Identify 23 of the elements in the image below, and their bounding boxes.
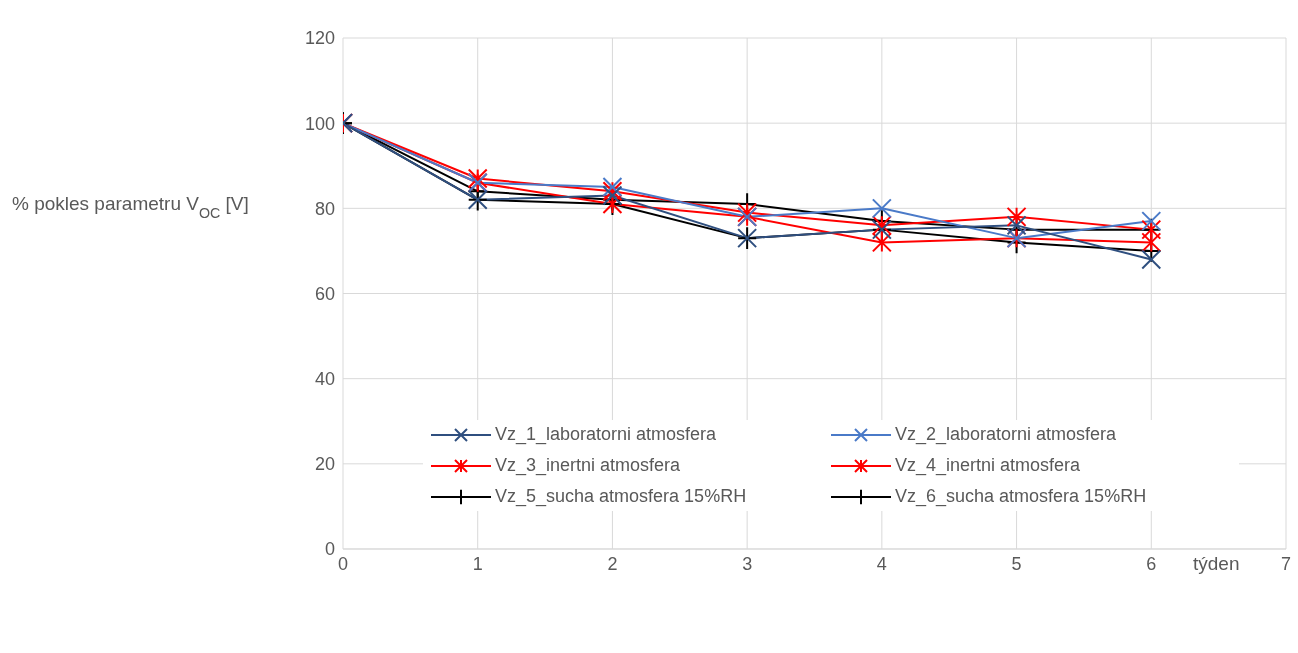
x-tick-label: 4 xyxy=(876,553,887,574)
y-tick-label: 80 xyxy=(314,198,335,219)
y-axis-title: % pokles parametru V$_{OC}$ [V] xyxy=(12,193,249,221)
legend-label: Vz_2_laboratorni atmosfera xyxy=(895,424,1117,445)
y-tick-label: 40 xyxy=(314,369,335,390)
x-tick-label: 6 xyxy=(1146,553,1157,574)
legend-label: Vz_6_sucha atmosfera 15%RH xyxy=(895,486,1147,507)
x-axis-title: týden xyxy=(1193,553,1240,574)
y-tick-label: 100 xyxy=(304,113,335,134)
legend-label: Vz_5_sucha atmosfera 15%RH xyxy=(495,486,747,507)
x-tick-label: 7 xyxy=(1280,553,1292,574)
x-tick-label: 0 xyxy=(337,553,349,574)
y-tick-label: 20 xyxy=(314,454,335,475)
x-tick-label: 5 xyxy=(1011,553,1022,574)
x-tick-label: 2 xyxy=(607,553,618,574)
legend-label: Vz_1_laboratorni atmosfera xyxy=(495,424,717,445)
y-tick-label: 0 xyxy=(324,539,335,560)
legend-label: Vz_3_inertni atmosfera xyxy=(495,455,681,476)
y-tick-label: 60 xyxy=(314,283,335,304)
legend-label: Vz_4_inertni atmosfera xyxy=(895,455,1081,476)
y-tick-label: 120 xyxy=(304,28,335,49)
x-tick-label: 3 xyxy=(742,553,753,574)
x-tick-label: 1 xyxy=(472,553,483,574)
